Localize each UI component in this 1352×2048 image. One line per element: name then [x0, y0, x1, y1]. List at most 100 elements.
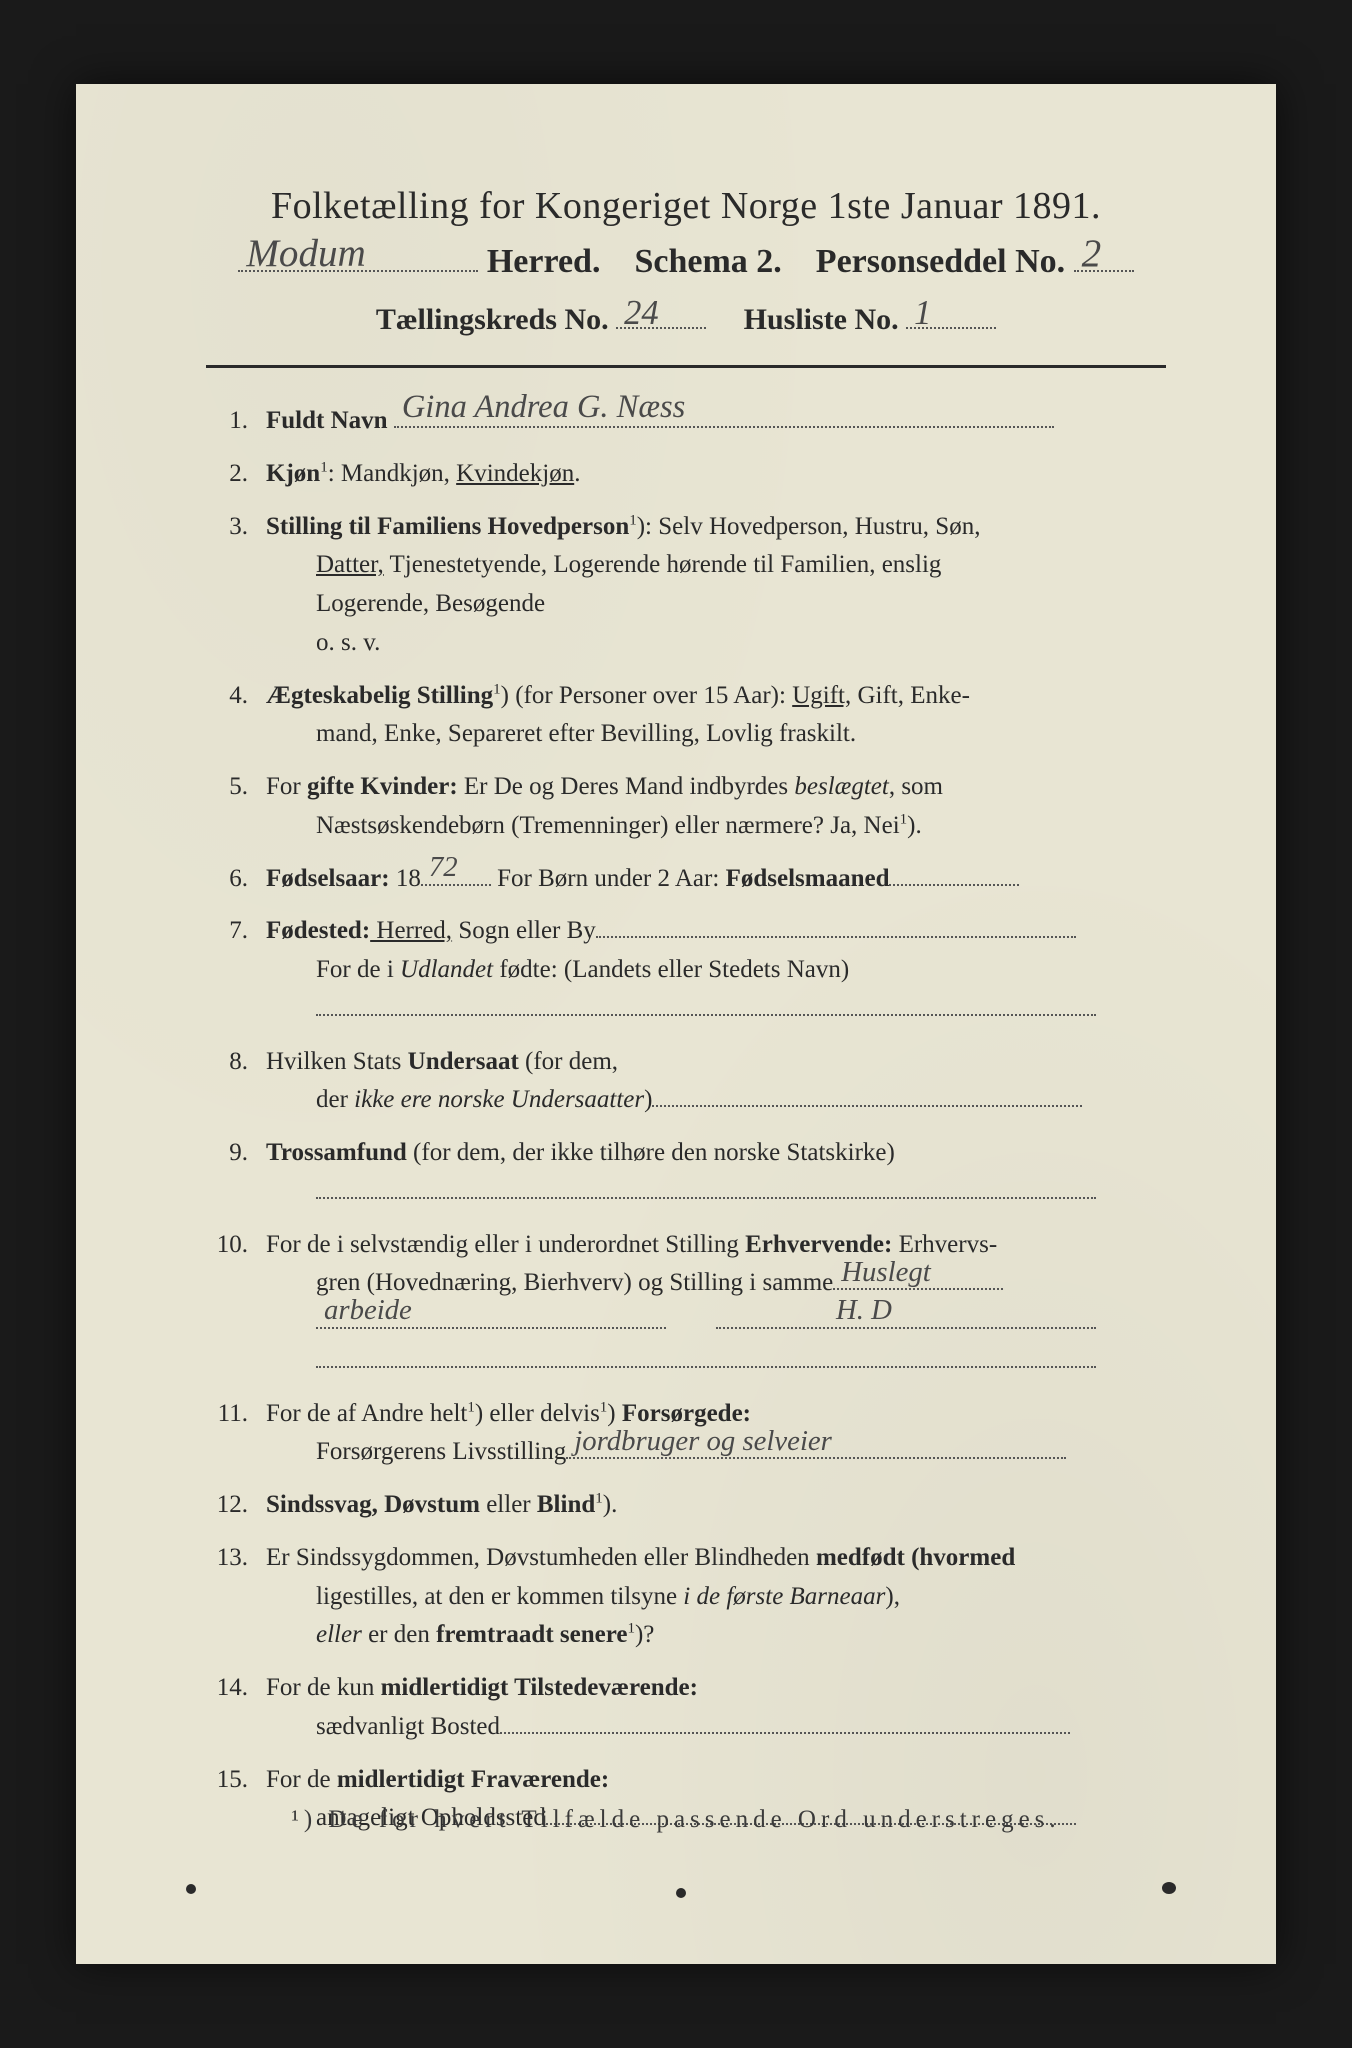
q5-post: ). [907, 812, 922, 839]
item-8: 8. Hvilken Stats Undersaat (for dem, der… [206, 1043, 1166, 1121]
q7-line2b: fødte: (Landets eller Stedets Navn) [493, 956, 849, 983]
q13-line1a: Er Sindssygdommen, Døvstumheden eller Bl… [266, 1544, 816, 1571]
item-5: 5. For gifte Kvinder: Er De og Deres Man… [206, 768, 1166, 846]
item-11: 11. For de af Andre helt1) eller delvis1… [206, 1395, 1166, 1473]
q13-line3b: er den [362, 1621, 436, 1648]
person-no-label: Personseddel No. [816, 243, 1065, 280]
q10-line1a: For de i selvstændig eller i underordnet… [266, 1231, 745, 1258]
q10-hw3: H. D [836, 1288, 892, 1333]
kreds-value: 24 [624, 294, 659, 333]
binding-hole-icon [1162, 1882, 1176, 1894]
q13-line2b: ), [885, 1583, 900, 1610]
q11-hw: jordbruger og selveier [574, 1419, 832, 1464]
q3-line4: o. s. v. [316, 629, 380, 656]
q7-selected: Herred, [370, 917, 452, 944]
item-number: 7. [206, 912, 266, 1028]
q7-line1: Sogn eller By [452, 917, 596, 944]
item-7: 7. Fødested: Herred, Sogn eller By For d… [206, 912, 1166, 1028]
q8-ital: ikke ere norske Undersaatter [354, 1086, 644, 1113]
q2-pre: : Mandkjøn, [328, 460, 456, 487]
q3-selected: Datter, [316, 551, 384, 578]
q5-ital: beslægtet [794, 773, 888, 800]
q6-label: Fødselsaar: [266, 865, 390, 892]
q4-label: Ægteskabelig Stilling [266, 682, 493, 709]
item-6: 6. Fødselsaar: 1872 For Børn under 2 Aar… [206, 860, 1166, 899]
item-number: 12. [206, 1486, 266, 1525]
item-10: 10. For de i selvstændig eller i underor… [206, 1226, 1166, 1381]
q5-bold: gifte Kvinder: [307, 773, 458, 800]
item-number: 8. [206, 1043, 266, 1121]
q4-line1b: Gift, Enke- [851, 682, 970, 709]
q3-line3: Logerende, Besøgende [316, 590, 545, 617]
item-number: 4. [206, 677, 266, 755]
header-line-2: Modum Herred. Schema 2. Personseddel No.… [206, 238, 1166, 281]
item-number: 2. [206, 455, 266, 494]
q2-label: Kjøn [266, 460, 320, 487]
q14-line1a: For de kun [266, 1674, 381, 1701]
item-number: 13. [206, 1539, 266, 1655]
item-13: 13. Er Sindssygdommen, Døvstumheden elle… [206, 1539, 1166, 1655]
q6-pre: 18 [390, 865, 421, 892]
item-number: 14. [206, 1669, 266, 1747]
q4-selected: Ugift, [792, 682, 851, 709]
q15-bold: midlertidigt Fraværende: [337, 1766, 609, 1793]
item-3: 3. Stilling til Familiens Hovedperson1):… [206, 508, 1166, 663]
q12-bold2: Blind [537, 1491, 595, 1518]
q5-line1: Er De og Deres Mand indbyrdes [458, 773, 795, 800]
herred-value: Modum [246, 231, 365, 276]
item-9: 9. Trossamfund (for dem, der ikke tilhør… [206, 1134, 1166, 1212]
husliste-value: 1 [914, 294, 931, 333]
q11-line1a: For de af Andre helt [266, 1400, 467, 1427]
q5-line2: Næstsøskendebørn (Tremenninger) eller næ… [316, 812, 900, 839]
q6-bold2: Fødselsmaaned [726, 865, 890, 892]
item-number: 5. [206, 768, 266, 846]
q5-line1b: , som [889, 773, 943, 800]
item-number: 1. [206, 402, 266, 441]
item-12: 12. Sindssvag, Døvstum eller Blind1). [206, 1486, 1166, 1525]
q7-label: Fødested: [266, 917, 370, 944]
q8-line1b: (for dem, [519, 1048, 618, 1075]
item-1: 1. Fuldt Navn Gina Andrea G. Næss [206, 402, 1166, 441]
q9-line1: (for dem, der ikke tilhøre den norske St… [407, 1139, 895, 1166]
q12-post: ). [603, 1491, 618, 1518]
q5-pre: For [266, 773, 307, 800]
binding-hole-icon [676, 1888, 686, 1898]
q8-bold: Undersaat [408, 1048, 519, 1075]
person-no-value: 2 [1082, 231, 1102, 276]
q15-line1a: For de [266, 1766, 337, 1793]
schema-label: Schema 2. [634, 243, 781, 280]
item-2: 2. Kjøn1: Mandkjøn, Kvindekjøn. [206, 455, 1166, 494]
q14-bold: midlertidigt Tilstedeværende: [381, 1674, 698, 1701]
q10-hw2: arbeide [324, 1288, 412, 1333]
q8-line2a: der [316, 1086, 354, 1113]
item-4: 4. Ægteskabelig Stilling1) (for Personer… [206, 677, 1166, 755]
q9-bold: Trossamfund [266, 1139, 407, 1166]
binding-hole-icon [186, 1884, 196, 1894]
kreds-label: Tællingskreds No. [376, 303, 609, 336]
q13-post: )? [635, 1621, 654, 1648]
q6-mid: For Børn under 2 Aar: [491, 865, 726, 892]
q1-label: Fuldt Navn [266, 407, 388, 434]
q12-text: eller [480, 1491, 537, 1518]
herred-label: Herred. [487, 243, 601, 280]
q13-line2a: ligestilles, at den er kommen tilsyne [316, 1583, 683, 1610]
husliste-label: Husliste No. [744, 303, 899, 336]
form-items: 1. Fuldt Navn Gina Andrea G. Næss 2. Kjø… [206, 402, 1166, 1838]
q13-bold1: medfødt (hvormed [816, 1544, 1015, 1571]
q2-selected: Kvindekjøn [456, 460, 574, 487]
q3-line1: ): Selv Hovedperson, Hustru, Søn, [637, 513, 981, 540]
footnote: ¹) De for hvert Tilfælde passende Ord un… [76, 1806, 1276, 1834]
item-number: 3. [206, 508, 266, 663]
item-number: 9. [206, 1134, 266, 1212]
q2-post: . [574, 460, 580, 487]
item-14: 14. For de kun midlertidigt Tilstedevære… [206, 1669, 1166, 1747]
q13-line3a: eller [316, 1621, 362, 1648]
item-number: 6. [206, 860, 266, 899]
q8-line1a: Hvilken Stats [266, 1048, 408, 1075]
q14-line2: sædvanligt Bosted [316, 1713, 500, 1740]
header-line-3: Tællingskreds No. 24 Husliste No. 1 [206, 299, 1166, 337]
q7-line2a: For de i [316, 956, 400, 983]
item-number: 10. [206, 1226, 266, 1381]
census-form-page: Folketælling for Kongeriget Norge 1ste J… [76, 84, 1276, 1964]
q4-line1: ) (for Personer over 15 Aar): [501, 682, 793, 709]
